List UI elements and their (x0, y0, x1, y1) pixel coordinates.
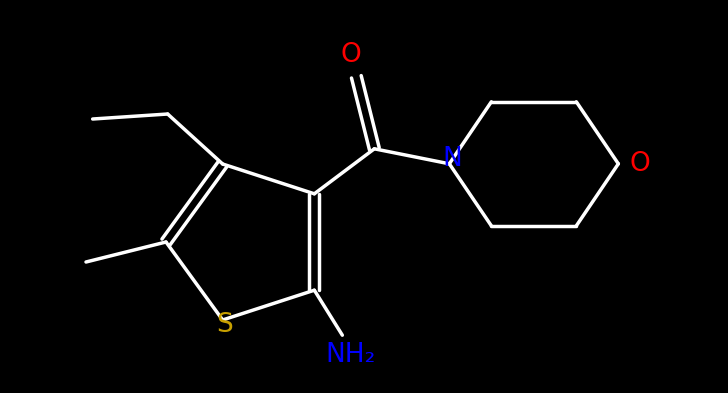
Text: N: N (443, 146, 462, 172)
Text: S: S (216, 312, 233, 338)
Text: O: O (630, 151, 651, 177)
Text: O: O (341, 42, 362, 68)
Text: NH₂: NH₂ (325, 342, 376, 368)
